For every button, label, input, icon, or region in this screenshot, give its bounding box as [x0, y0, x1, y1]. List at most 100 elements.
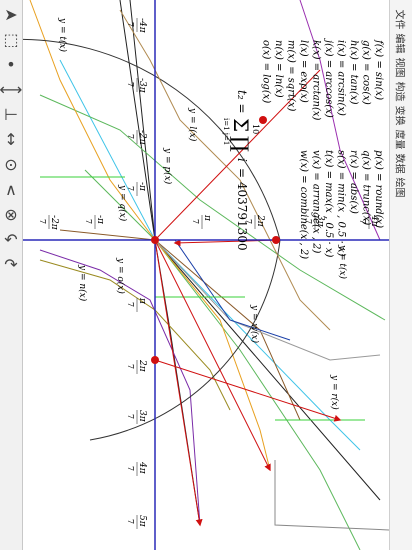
menu-label: 构造	[393, 81, 405, 101]
menu-edit[interactable]: 编辑	[390, 30, 412, 56]
point-tool-icon[interactable]: •	[6, 54, 16, 74]
point-origin[interactable]	[151, 236, 159, 244]
circle-tool-icon[interactable]: ⊙	[4, 154, 18, 174]
curves	[23, 0, 389, 550]
y-tick: π7	[191, 214, 212, 229]
function-def[interactable]: t(x) = max(x , 0.5 · x)	[323, 150, 334, 257]
function-def[interactable]: r(x) = abs(x)	[348, 150, 359, 214]
curve-green-top	[39, 94, 386, 321]
point-x-2pi[interactable]	[272, 236, 280, 244]
menu-construct[interactable]: 构造	[390, 78, 412, 104]
curve-label: y = o(x)	[115, 257, 126, 294]
line-tool-icon[interactable]: ↕	[4, 129, 18, 149]
x-tick: π7	[126, 297, 147, 312]
function-def[interactable]: k(x) = arctan(x)	[311, 40, 322, 121]
function-def[interactable]: l(x) = exp(x)	[298, 40, 309, 103]
curve-label: y = l(x)	[187, 107, 198, 142]
curve-label: y = r(x)	[329, 374, 340, 410]
svg-text:7: 7	[126, 302, 135, 307]
x-tick: -4π7	[126, 18, 147, 34]
x-tick: -π7	[126, 182, 147, 196]
function-definitions-col2: p(x) = round(x)q(x) = trunc(x)r(x) = abs…	[298, 150, 384, 259]
function-def[interactable]: s(x) = min(x , 0.5 · x)	[336, 150, 347, 257]
y-tick: 2π7	[244, 214, 265, 229]
redo-icon[interactable]: ↷	[4, 254, 18, 274]
function-def[interactable]: g(x) = cos(x)	[361, 40, 372, 105]
sum-sigma: Σ	[229, 118, 253, 132]
curve-purple	[299, 0, 381, 241]
tool-palette: ➤ ⬚ • ⟷ ⊢ ↕ ⊙ ∧ ⊗ ↶ ↷	[0, 0, 23, 550]
svg-text:7: 7	[126, 364, 135, 369]
sum-ij: i	[235, 158, 249, 162]
function-def[interactable]: p(x) = round(x)	[373, 150, 384, 228]
curve-label: y = w(x)	[249, 304, 260, 344]
menu-label: 数据	[393, 153, 405, 173]
axes	[23, 0, 389, 550]
menu-graph[interactable]: 绘图	[390, 174, 412, 200]
function-def[interactable]: j(x) = arccos(x)	[323, 38, 334, 118]
svg-text:5π: 5π	[137, 515, 147, 528]
function-def[interactable]: w(x) = combine(x , 2)	[298, 150, 309, 259]
function-def[interactable]: q(x) = trunc(x)	[361, 150, 372, 225]
curve-label: y = q(x)	[117, 184, 128, 222]
ray-tool-icon[interactable]: ⊢	[4, 104, 18, 124]
menu-view[interactable]: 视图	[390, 54, 412, 80]
menu-transform[interactable]: 变换	[390, 102, 412, 128]
menu-label: 视图	[393, 57, 405, 77]
svg-text:-π: -π	[137, 182, 147, 192]
function-def[interactable]: i(x) = arcsin(x)	[336, 40, 347, 116]
x-tick: 3π7	[126, 410, 147, 424]
svg-text:7: 7	[126, 414, 135, 419]
function-def[interactable]: m(x) = sqrt(x)	[286, 40, 297, 112]
sum-pi: ∏	[229, 136, 253, 152]
y-tick: -π7	[84, 215, 105, 229]
circle-arc	[23, 38, 281, 241]
circle-arc-lower	[89, 239, 281, 441]
segment-tool-icon[interactable]: ⟷	[0, 79, 23, 99]
sum-upper: 10	[251, 124, 260, 134]
curve-gray-bottom	[274, 460, 389, 531]
svg-text:4π: 4π	[369, 214, 379, 228]
function-def[interactable]: h(x) = tan(x)	[348, 40, 359, 105]
undo-icon[interactable]: ↶	[4, 229, 18, 249]
curve-label: y = t(x)	[337, 244, 348, 280]
arrow-select-icon[interactable]: ➤	[4, 4, 18, 24]
function-def[interactable]: v(x) = arrange(x , 2)	[311, 150, 322, 254]
angle-tool-icon[interactable]: ∧	[5, 179, 17, 199]
menu-file[interactable]: 文件	[390, 6, 412, 32]
sum-lower: i=1 j=1	[222, 118, 230, 145]
menu-label: 度量	[393, 129, 405, 149]
svg-text:2π: 2π	[137, 359, 147, 373]
function-def[interactable]: n(x) = ln(x)	[273, 40, 284, 98]
svg-text:-π: -π	[95, 215, 105, 225]
red-vector-4	[154, 359, 342, 422]
y-tick: 4π7	[358, 214, 379, 229]
y-tick: -2π7	[38, 215, 59, 231]
x-tick: -3π7	[126, 78, 147, 94]
menu-data[interactable]: 数据	[390, 150, 412, 176]
menu-measure[interactable]: 度量	[390, 126, 412, 152]
svg-text:-4π: -4π	[137, 18, 147, 34]
function-definitions-col1: f(x) = sin(x)g(x) = cos(x)h(x) = tan(x)i…	[261, 38, 385, 121]
svg-text:7: 7	[38, 219, 47, 224]
marquee-select-icon[interactable]: ⬚	[3, 29, 19, 49]
svg-text:7: 7	[126, 82, 135, 87]
svg-text:7: 7	[126, 22, 135, 27]
svg-text:4π: 4π	[137, 461, 147, 475]
curve-brown	[59, 229, 301, 421]
svg-text:7: 7	[126, 466, 135, 471]
function-def[interactable]: o(x) = log(x)	[261, 40, 272, 103]
point-top[interactable]	[259, 116, 267, 124]
svg-text:2π: 2π	[255, 214, 265, 228]
menu-label: 变换	[393, 105, 405, 125]
svg-text:7: 7	[358, 219, 367, 224]
x-tick: 4π7	[126, 461, 147, 476]
svg-text:7: 7	[126, 519, 135, 524]
red-vector-1	[154, 239, 271, 472]
point-y-2pi[interactable]	[151, 356, 159, 364]
points[interactable]	[151, 116, 280, 364]
delete-icon[interactable]: ⊗	[4, 204, 18, 224]
function-def[interactable]: f(x) = sin(x)	[373, 39, 384, 100]
